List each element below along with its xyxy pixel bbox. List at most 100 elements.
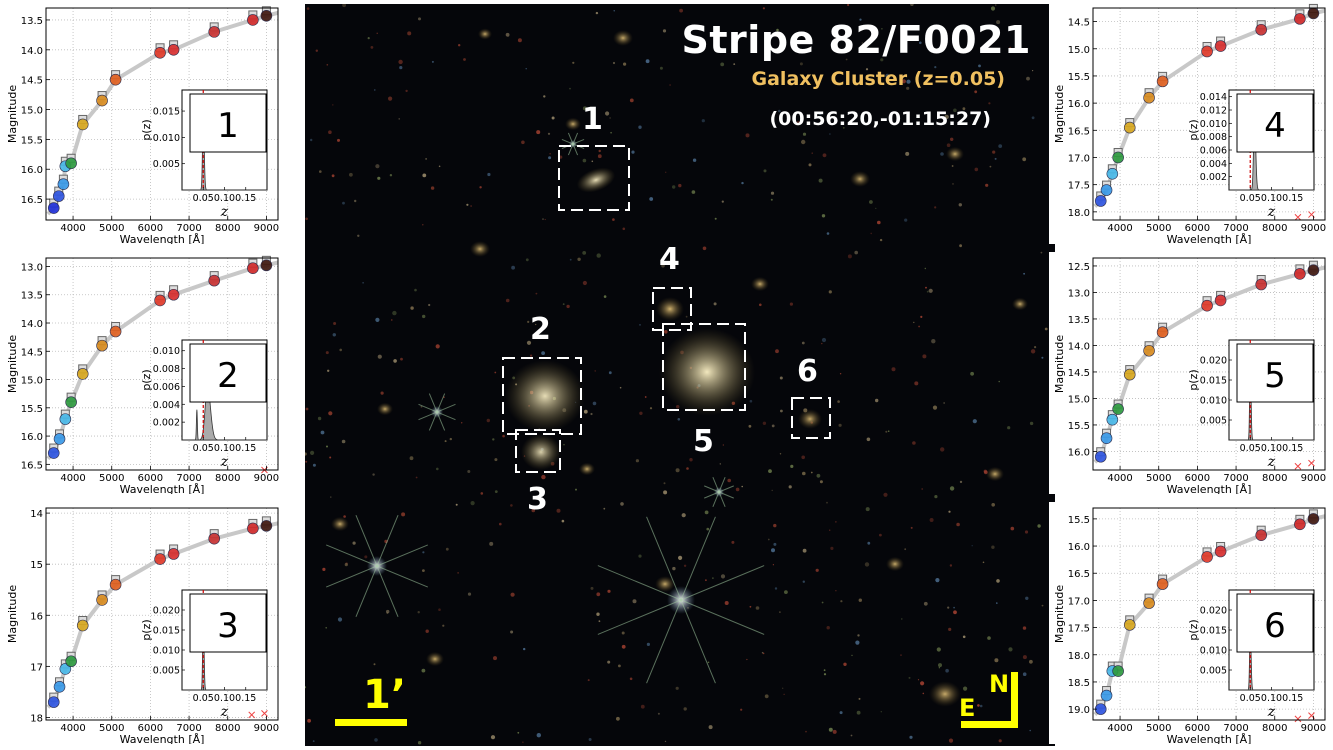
background-source [962, 107, 966, 111]
data-point [1214, 40, 1227, 52]
background-source [596, 612, 600, 616]
box-label-1: 1 [582, 102, 603, 137]
background-source [912, 441, 916, 445]
background-source [596, 592, 601, 597]
background-source [445, 547, 449, 551]
background-source [629, 677, 633, 681]
background-source [620, 502, 624, 506]
background-source [577, 257, 581, 261]
background-source [901, 79, 907, 84]
background-source [759, 303, 762, 307]
background-source [801, 139, 806, 145]
background-source [978, 64, 981, 68]
inset-x-tick-label: 0.15 [235, 693, 256, 704]
x-tick-label: 4000 [1107, 473, 1132, 484]
inset-y-tick-label: 0.015 [153, 626, 180, 637]
background-source [525, 258, 529, 262]
galaxy [751, 276, 769, 292]
upper-limit-cross [1308, 459, 1315, 467]
data-point [1307, 7, 1320, 20]
box-label-3: 3 [527, 482, 548, 517]
background-source [608, 371, 612, 375]
y-tick-label: 15.0 [21, 376, 43, 387]
x-tick-label: 6000 [1185, 473, 1210, 484]
data-point [1255, 529, 1267, 541]
galaxy [986, 466, 1004, 482]
y-tick-label: 15.5 [1068, 421, 1090, 432]
selection-box [558, 145, 630, 211]
background-source [517, 38, 522, 43]
inset-y-tick-label: 0.010 [153, 346, 180, 357]
background-source [603, 507, 606, 510]
background-source [400, 357, 403, 361]
background-source [582, 280, 587, 286]
y-tick-label: 16.0 [1068, 99, 1090, 110]
background-source [948, 627, 952, 632]
background-source [801, 341, 805, 345]
background-source [802, 580, 805, 583]
inset-y-tick-label: 0.005 [153, 159, 180, 170]
inset-x-label: z [1267, 704, 1276, 720]
background-source [337, 617, 343, 622]
selection-box [502, 357, 582, 435]
scale-bar-label: 1’ [363, 672, 407, 718]
background-source [522, 741, 524, 743]
background-source [438, 165, 441, 168]
background-source [414, 288, 417, 292]
background-source [357, 234, 360, 237]
inset-x-tick-label: 0.15 [235, 443, 256, 454]
background-source [989, 165, 992, 168]
background-source [618, 664, 621, 668]
background-source [306, 7, 310, 10]
sed-chart-1: 4000 5000 6000 7000 8000 9000 13.5 14.0 14.5 15.0… [6, 6, 279, 244]
background-source [583, 409, 588, 414]
upper-limit-cross [248, 711, 256, 719]
background-source [828, 727, 833, 732]
background-source [536, 130, 541, 135]
x-tick-label: 5000 [99, 723, 124, 734]
background-source [489, 541, 494, 546]
background-source [879, 238, 883, 242]
background-source [463, 58, 466, 61]
y-axis-label: Magnitude [1053, 335, 1066, 394]
background-source [994, 658, 999, 663]
background-source [328, 411, 333, 416]
background-source [998, 144, 1003, 149]
background-source [829, 529, 831, 531]
background-source [431, 60, 434, 63]
panel-number-box [189, 343, 267, 403]
background-source [569, 258, 572, 261]
background-source [375, 164, 380, 169]
panel-number: 2 [217, 356, 239, 396]
background-source [772, 564, 774, 566]
background-source [492, 438, 495, 441]
background-source [929, 518, 934, 522]
data-point [167, 44, 180, 56]
background-source [436, 467, 439, 471]
y-tick-label: 14.0 [1068, 341, 1090, 352]
background-source [329, 456, 332, 459]
background-source [543, 95, 546, 98]
background-source [319, 170, 322, 173]
background-source [854, 250, 858, 255]
y-tick-label: 14.0 [21, 319, 43, 330]
background-source [659, 66, 663, 70]
background-source [779, 453, 782, 455]
inset-y-tick-label: 0.015 [1200, 626, 1227, 637]
y-tick-label: 18.0 [1068, 208, 1090, 219]
data-point [96, 339, 108, 352]
background-source [646, 642, 650, 647]
background-source [770, 198, 773, 201]
inset-y-tick-label: 0.020 [153, 606, 180, 617]
x-tick-label: 5000 [1146, 473, 1171, 484]
background-source [1029, 421, 1034, 426]
background-source [826, 232, 830, 235]
background-source [782, 687, 784, 689]
data-point [1201, 45, 1213, 58]
background-source [951, 165, 954, 167]
image-coords: (00:56:20,-01:15:27) [769, 108, 991, 130]
inset-y-tick-label: 0.002 [1200, 172, 1227, 183]
data-point [76, 368, 89, 380]
sed-panel-1: 4000 5000 6000 7000 8000 9000 13.5 14.0 14.5 15.0… [2, 2, 284, 244]
background-source [1022, 157, 1027, 162]
